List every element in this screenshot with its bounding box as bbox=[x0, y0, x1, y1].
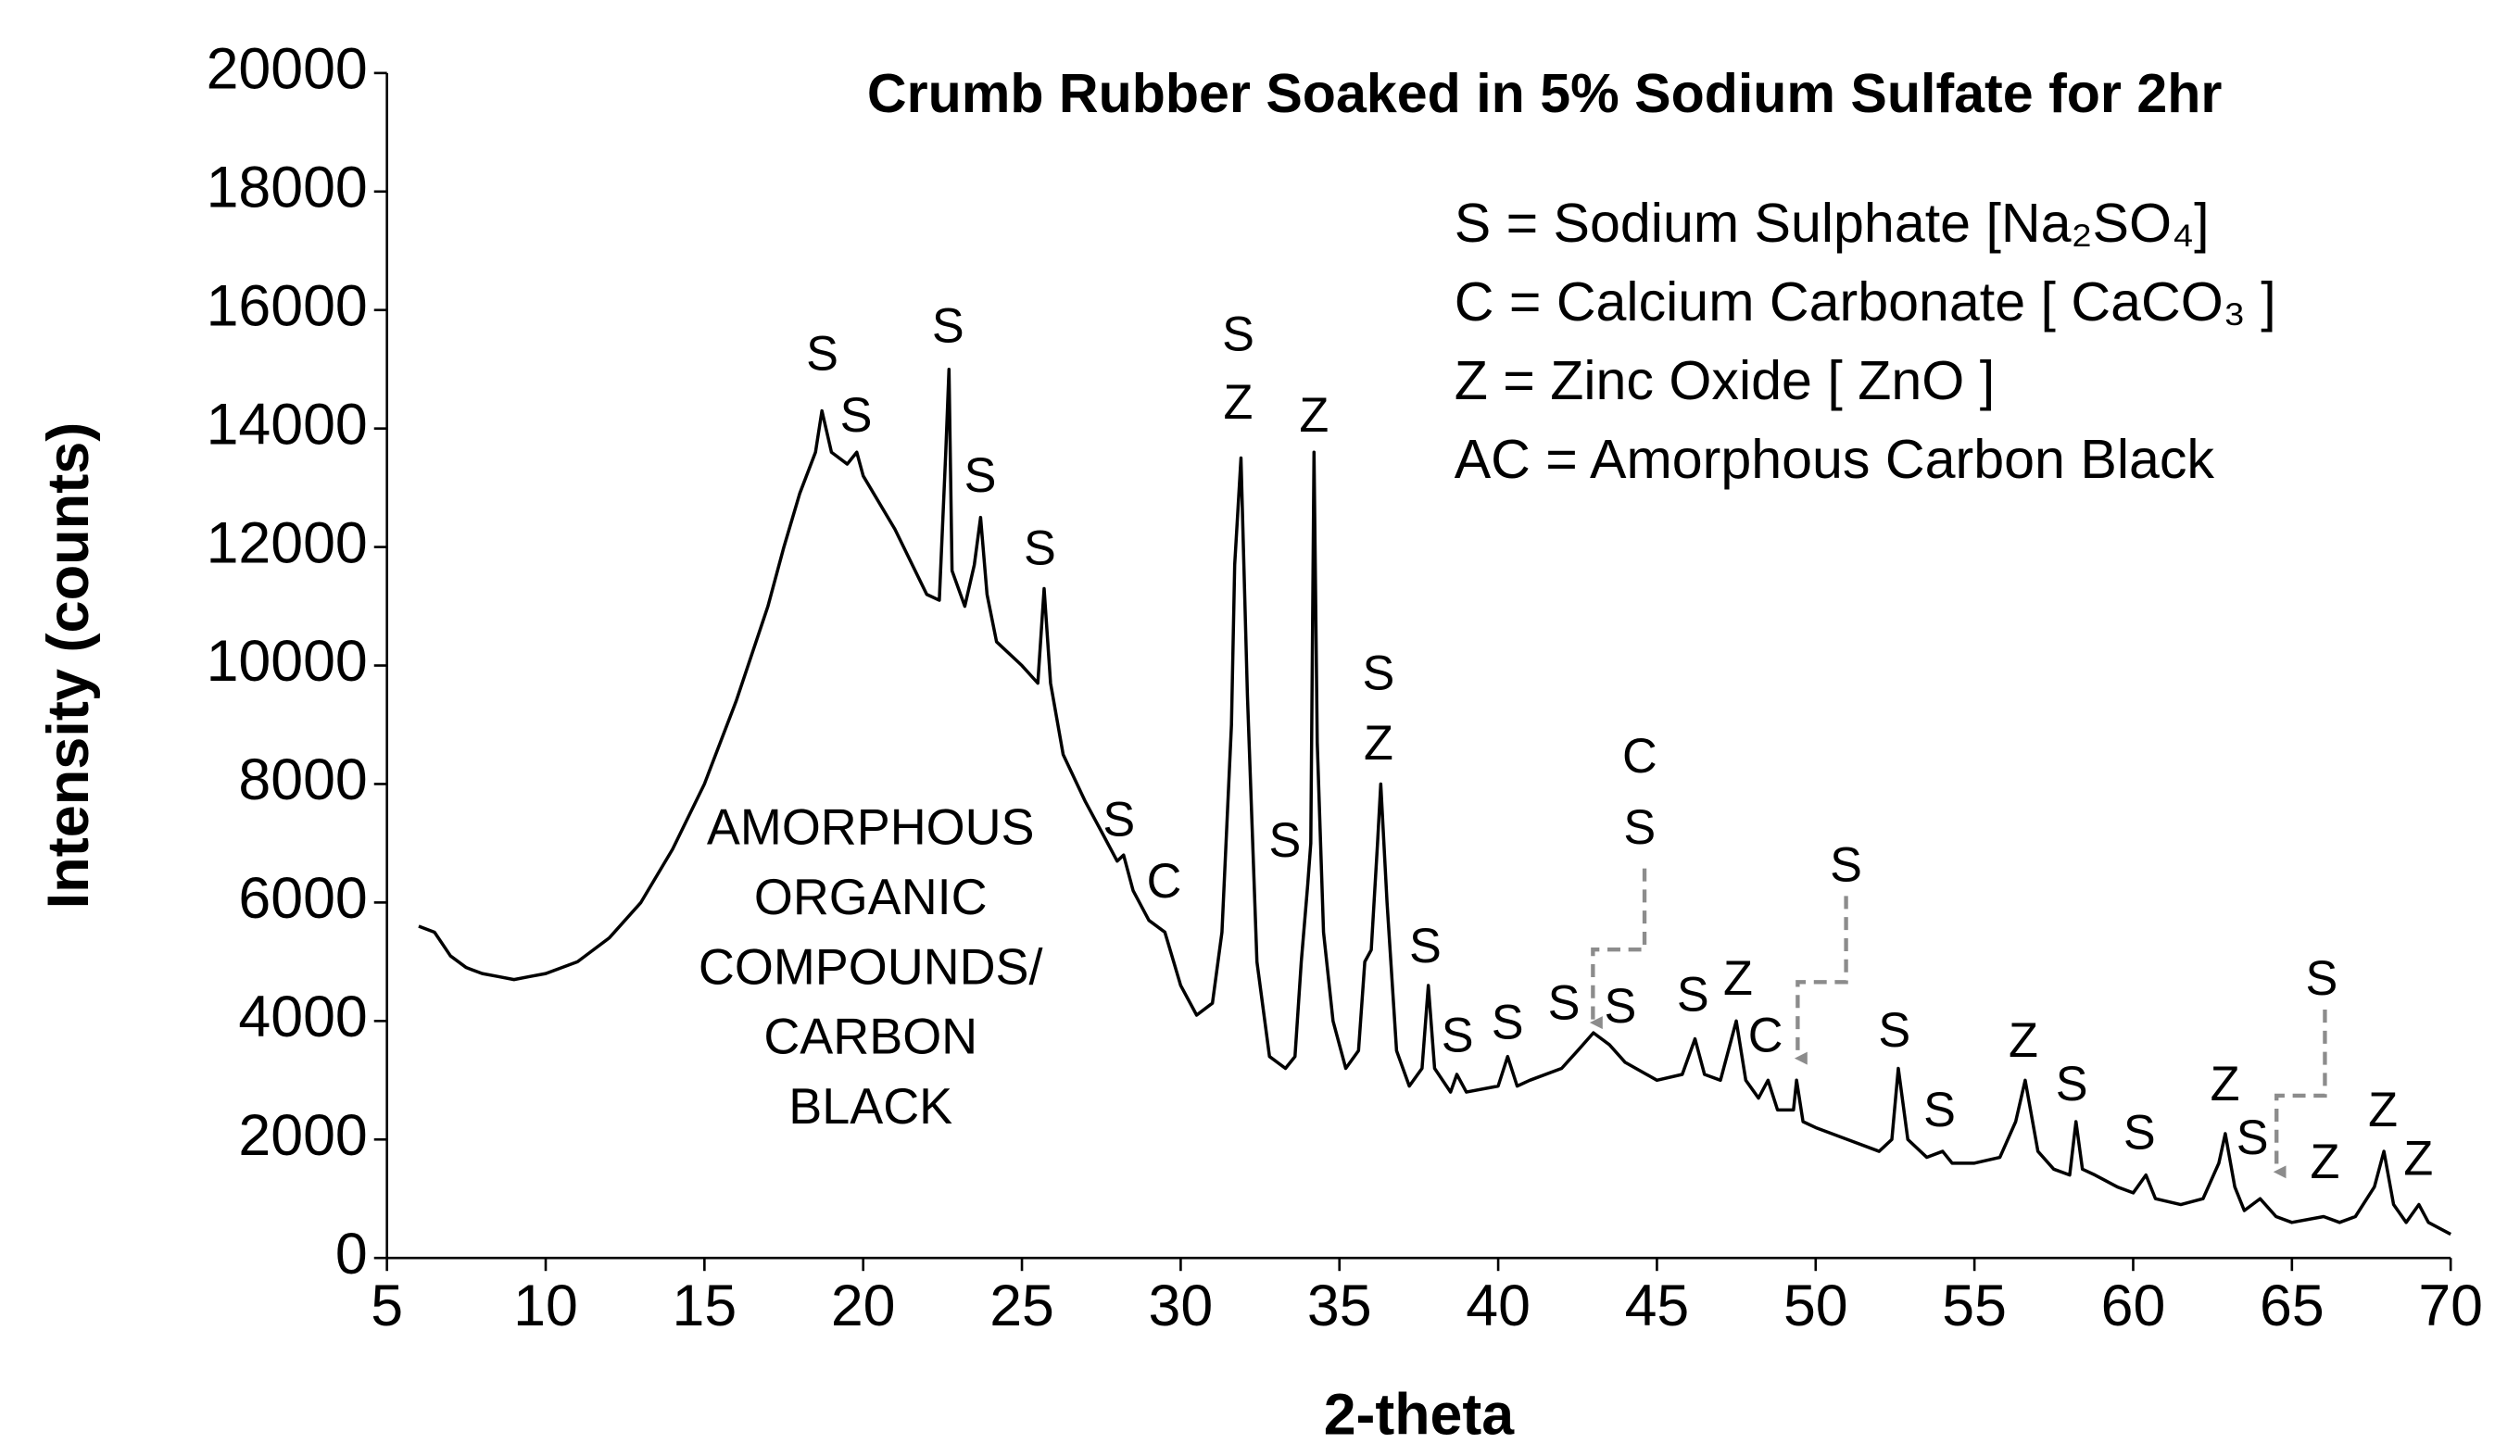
peak-label: S bbox=[932, 299, 964, 353]
x-tick-label: 55 bbox=[1942, 1274, 2007, 1338]
peak-label: S bbox=[840, 389, 873, 443]
peak-label: Z bbox=[1364, 717, 1393, 771]
peak-label: S bbox=[1024, 522, 1056, 576]
region-label: CARBON bbox=[763, 1010, 977, 1065]
peak-label: Z bbox=[2211, 1058, 2240, 1111]
arrow bbox=[2273, 1010, 2327, 1179]
x-tick-label: 5 bbox=[371, 1274, 403, 1338]
x-tick-label: 30 bbox=[1149, 1274, 1214, 1338]
peak-label: Z bbox=[2403, 1133, 2433, 1186]
x-tick-label: 65 bbox=[2260, 1274, 2325, 1338]
y-tick-label: 6000 bbox=[238, 866, 367, 931]
data-line bbox=[418, 367, 2451, 1236]
x-tick-label: 45 bbox=[1625, 1274, 1690, 1338]
y-tick-label: 0 bbox=[335, 1222, 368, 1287]
x-axis-title: 2-theta bbox=[1324, 1382, 1515, 1447]
y-tick-label: 16000 bbox=[207, 273, 368, 338]
peak-label: Z bbox=[2009, 1014, 2038, 1068]
peak-label: S bbox=[1677, 969, 1709, 1023]
x-tick-label: 60 bbox=[2101, 1274, 2166, 1338]
x-tick-label: 10 bbox=[513, 1274, 578, 1338]
peak-label: C bbox=[1147, 855, 1182, 909]
region-label: BLACK bbox=[788, 1079, 952, 1135]
x-tick-label: 15 bbox=[673, 1274, 737, 1338]
y-tick-label: 8000 bbox=[238, 747, 367, 812]
region-label: COMPOUNDS/ bbox=[699, 939, 1044, 995]
peak-label: S bbox=[1623, 801, 1656, 855]
legend-entry: AC = Amorphous Carbon Black bbox=[1455, 428, 2215, 490]
arrow bbox=[1589, 868, 1647, 1030]
y-tick-label: 20000 bbox=[207, 36, 368, 101]
x-tick-label: 35 bbox=[1307, 1274, 1372, 1338]
peak-label: S bbox=[1442, 1009, 1474, 1062]
x-tick-label: 25 bbox=[989, 1274, 1054, 1338]
peak-label: S bbox=[1492, 996, 1524, 1049]
y-tick-label: 4000 bbox=[238, 985, 367, 1049]
peak-label: C bbox=[1748, 1009, 1783, 1062]
x-tick-label: 40 bbox=[1466, 1274, 1531, 1338]
peak-label: S bbox=[2123, 1106, 2156, 1160]
peak-label: S bbox=[806, 327, 838, 381]
peak-label: Z bbox=[2368, 1084, 2398, 1137]
peak-label: C bbox=[1622, 730, 1657, 784]
peak-label: S bbox=[1605, 980, 1637, 1034]
legend-entry: S = Sodium Sulphate [Na₂SO₄] bbox=[1455, 192, 2210, 254]
peak-label: S bbox=[1222, 308, 1254, 361]
region-label: ORGANIC bbox=[754, 870, 988, 925]
arrow bbox=[1794, 896, 1848, 1065]
y-tick-label: 12000 bbox=[207, 510, 368, 575]
region-label: AMORPHOUS bbox=[707, 799, 1035, 855]
peak-label: S bbox=[1830, 838, 1862, 892]
x-tick-label: 50 bbox=[1783, 1274, 1848, 1338]
peak-label: S bbox=[1269, 814, 1302, 868]
chart-title: Crumb Rubber Soaked in 5% Sodium Sulfate… bbox=[867, 62, 2223, 124]
peak-label: S bbox=[1548, 976, 1581, 1030]
peak-label: S bbox=[2306, 952, 2338, 1006]
peak-label: S bbox=[2056, 1058, 2088, 1111]
peak-label: S bbox=[1409, 920, 1442, 973]
peak-label: S bbox=[1923, 1084, 1956, 1137]
peak-label: S bbox=[1878, 1004, 1910, 1058]
legend-entry: C = Calcium Carbonate [ CaCO₃ ] bbox=[1455, 270, 2276, 333]
y-tick-label: 18000 bbox=[207, 155, 368, 220]
peak-label: Z bbox=[1299, 389, 1329, 443]
y-axis-title: Intensity (counts) bbox=[36, 422, 101, 910]
peak-label: S bbox=[2236, 1111, 2269, 1165]
y-tick-label: 14000 bbox=[207, 392, 368, 457]
peak-label: S bbox=[1363, 647, 1395, 701]
peak-label: Z bbox=[1723, 952, 1753, 1006]
peak-label: Z bbox=[2310, 1136, 2339, 1189]
x-tick-label: 70 bbox=[2418, 1274, 2483, 1338]
y-tick-label: 10000 bbox=[207, 629, 368, 694]
legend-entry: Z = Zinc Oxide [ ZnO ] bbox=[1455, 349, 1995, 411]
peak-label: S bbox=[964, 449, 997, 503]
peak-label: Z bbox=[1224, 376, 1254, 430]
peak-label: S bbox=[1102, 793, 1135, 847]
x-tick-label: 20 bbox=[831, 1274, 896, 1338]
y-tick-label: 2000 bbox=[238, 1103, 367, 1168]
